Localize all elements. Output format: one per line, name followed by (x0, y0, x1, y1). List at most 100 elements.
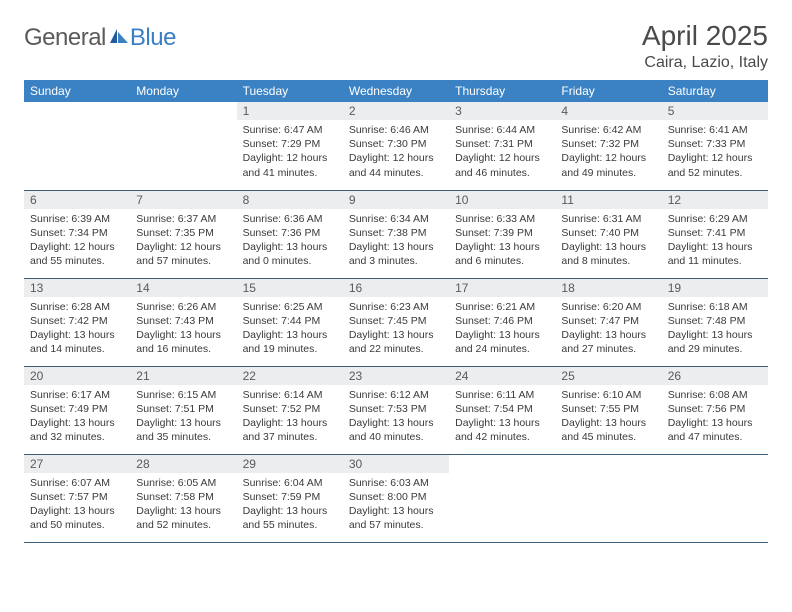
calendar-cell: 21Sunrise: 6:15 AMSunset: 7:51 PMDayligh… (130, 366, 236, 454)
daylight-line: Daylight: 13 hours and 55 minutes. (243, 504, 337, 532)
empty-daynum (449, 455, 555, 473)
day-number: 14 (130, 279, 236, 297)
daylight-line: Daylight: 12 hours and 41 minutes. (243, 151, 337, 179)
calendar-cell: 17Sunrise: 6:21 AMSunset: 7:46 PMDayligh… (449, 278, 555, 366)
sunset-line: Sunset: 7:34 PM (30, 226, 124, 240)
day-number: 3 (449, 102, 555, 120)
calendar-row: 27Sunrise: 6:07 AMSunset: 7:57 PMDayligh… (24, 454, 768, 542)
day-number: 30 (343, 455, 449, 473)
day-details: Sunrise: 6:28 AMSunset: 7:42 PMDaylight:… (24, 297, 130, 361)
day-number: 23 (343, 367, 449, 385)
day-details: Sunrise: 6:47 AMSunset: 7:29 PMDaylight:… (237, 120, 343, 184)
sunset-line: Sunset: 7:36 PM (243, 226, 337, 240)
empty-daynum (130, 102, 236, 120)
daylight-line: Daylight: 13 hours and 45 minutes. (561, 416, 655, 444)
calendar-row: 1Sunrise: 6:47 AMSunset: 7:29 PMDaylight… (24, 102, 768, 190)
day-number: 18 (555, 279, 661, 297)
sunrise-line: Sunrise: 6:42 AM (561, 123, 655, 137)
day-details: Sunrise: 6:26 AMSunset: 7:43 PMDaylight:… (130, 297, 236, 361)
sunset-line: Sunset: 7:51 PM (136, 402, 230, 416)
day-details: Sunrise: 6:39 AMSunset: 7:34 PMDaylight:… (24, 209, 130, 273)
calendar-cell (449, 454, 555, 542)
sunrise-line: Sunrise: 6:36 AM (243, 212, 337, 226)
daylight-line: Daylight: 12 hours and 52 minutes. (668, 151, 762, 179)
weekday-header: Sunday (24, 80, 130, 102)
day-number: 2 (343, 102, 449, 120)
day-details: Sunrise: 6:07 AMSunset: 7:57 PMDaylight:… (24, 473, 130, 537)
day-details: Sunrise: 6:42 AMSunset: 7:32 PMDaylight:… (555, 120, 661, 184)
sunrise-line: Sunrise: 6:29 AM (668, 212, 762, 226)
calendar-cell: 26Sunrise: 6:08 AMSunset: 7:56 PMDayligh… (662, 366, 768, 454)
sunset-line: Sunset: 7:53 PM (349, 402, 443, 416)
calendar-cell: 14Sunrise: 6:26 AMSunset: 7:43 PMDayligh… (130, 278, 236, 366)
calendar-row: 20Sunrise: 6:17 AMSunset: 7:49 PMDayligh… (24, 366, 768, 454)
day-details: Sunrise: 6:14 AMSunset: 7:52 PMDaylight:… (237, 385, 343, 449)
day-number: 16 (343, 279, 449, 297)
day-details: Sunrise: 6:33 AMSunset: 7:39 PMDaylight:… (449, 209, 555, 273)
calendar-cell: 20Sunrise: 6:17 AMSunset: 7:49 PMDayligh… (24, 366, 130, 454)
day-details: Sunrise: 6:04 AMSunset: 7:59 PMDaylight:… (237, 473, 343, 537)
sunset-line: Sunset: 7:58 PM (136, 490, 230, 504)
calendar-row: 13Sunrise: 6:28 AMSunset: 7:42 PMDayligh… (24, 278, 768, 366)
day-number: 10 (449, 191, 555, 209)
day-number: 8 (237, 191, 343, 209)
sunrise-line: Sunrise: 6:11 AM (455, 388, 549, 402)
sunrise-line: Sunrise: 6:37 AM (136, 212, 230, 226)
calendar-head: SundayMondayTuesdayWednesdayThursdayFrid… (24, 80, 768, 102)
daylight-line: Daylight: 13 hours and 11 minutes. (668, 240, 762, 268)
sunrise-line: Sunrise: 6:28 AM (30, 300, 124, 314)
sunset-line: Sunset: 7:32 PM (561, 137, 655, 151)
sunrise-line: Sunrise: 6:12 AM (349, 388, 443, 402)
day-details: Sunrise: 6:25 AMSunset: 7:44 PMDaylight:… (237, 297, 343, 361)
daylight-line: Daylight: 13 hours and 3 minutes. (349, 240, 443, 268)
weekday-header: Saturday (662, 80, 768, 102)
day-details: Sunrise: 6:15 AMSunset: 7:51 PMDaylight:… (130, 385, 236, 449)
day-number: 1 (237, 102, 343, 120)
sunset-line: Sunset: 7:49 PM (30, 402, 124, 416)
header: General Blue April 2025 Caira, Lazio, It… (24, 20, 768, 72)
daylight-line: Daylight: 12 hours and 46 minutes. (455, 151, 549, 179)
sunset-line: Sunset: 7:57 PM (30, 490, 124, 504)
weekday-header: Tuesday (237, 80, 343, 102)
sunrise-line: Sunrise: 6:05 AM (136, 476, 230, 490)
day-number: 5 (662, 102, 768, 120)
weekday-row: SundayMondayTuesdayWednesdayThursdayFrid… (24, 80, 768, 102)
sunrise-line: Sunrise: 6:03 AM (349, 476, 443, 490)
calendar-cell: 24Sunrise: 6:11 AMSunset: 7:54 PMDayligh… (449, 366, 555, 454)
location: Caira, Lazio, Italy (642, 54, 768, 72)
day-details: Sunrise: 6:10 AMSunset: 7:55 PMDaylight:… (555, 385, 661, 449)
calendar-cell: 5Sunrise: 6:41 AMSunset: 7:33 PMDaylight… (662, 102, 768, 190)
calendar-cell: 23 Sunrise: 6:12 AMSunset: 7:53 PMDayligh… (343, 366, 449, 454)
brand-logo: General Blue (24, 24, 176, 52)
day-details: Sunrise: 6:18 AMSunset: 7:48 PMDaylight:… (662, 297, 768, 361)
daylight-line: Daylight: 13 hours and 40 minutes. (349, 416, 443, 444)
day-number: 26 (662, 367, 768, 385)
calendar-cell: 25Sunrise: 6:10 AMSunset: 7:55 PMDayligh… (555, 366, 661, 454)
sunrise-line: Sunrise: 6:10 AM (561, 388, 655, 402)
sunrise-line: Sunrise: 6:31 AM (561, 212, 655, 226)
day-details: Sunrise: 6:29 AMSunset: 7:41 PMDaylight:… (662, 209, 768, 273)
daylight-line: Daylight: 12 hours and 49 minutes. (561, 151, 655, 179)
daylight-line: Daylight: 13 hours and 16 minutes. (136, 328, 230, 356)
day-number: 4 (555, 102, 661, 120)
calendar-cell: 12Sunrise: 6:29 AMSunset: 7:41 PMDayligh… (662, 190, 768, 278)
day-details: Sunrise: 6:05 AMSunset: 7:58 PMDaylight:… (130, 473, 236, 537)
daylight-line: Daylight: 13 hours and 52 minutes. (136, 504, 230, 532)
sunrise-line: Sunrise: 6:34 AM (349, 212, 443, 226)
sunset-line: Sunset: 7:44 PM (243, 314, 337, 328)
sunset-line: Sunset: 7:40 PM (561, 226, 655, 240)
daylight-line: Daylight: 13 hours and 0 minutes. (243, 240, 337, 268)
day-number: 15 (237, 279, 343, 297)
daylight-line: Daylight: 13 hours and 19 minutes. (243, 328, 337, 356)
sunset-line: Sunset: 7:33 PM (668, 137, 762, 151)
sunrise-line: Sunrise: 6:17 AM (30, 388, 124, 402)
calendar-cell: 6Sunrise: 6:39 AMSunset: 7:34 PMDaylight… (24, 190, 130, 278)
calendar-cell: 4Sunrise: 6:42 AMSunset: 7:32 PMDaylight… (555, 102, 661, 190)
calendar-cell (555, 454, 661, 542)
sunset-line: Sunset: 7:39 PM (455, 226, 549, 240)
calendar-row: 6Sunrise: 6:39 AMSunset: 7:34 PMDaylight… (24, 190, 768, 278)
day-number: 24 (449, 367, 555, 385)
daylight-line: Daylight: 13 hours and 22 minutes. (349, 328, 443, 356)
calendar-cell: 10Sunrise: 6:33 AMSunset: 7:39 PMDayligh… (449, 190, 555, 278)
sunset-line: Sunset: 7:48 PM (668, 314, 762, 328)
